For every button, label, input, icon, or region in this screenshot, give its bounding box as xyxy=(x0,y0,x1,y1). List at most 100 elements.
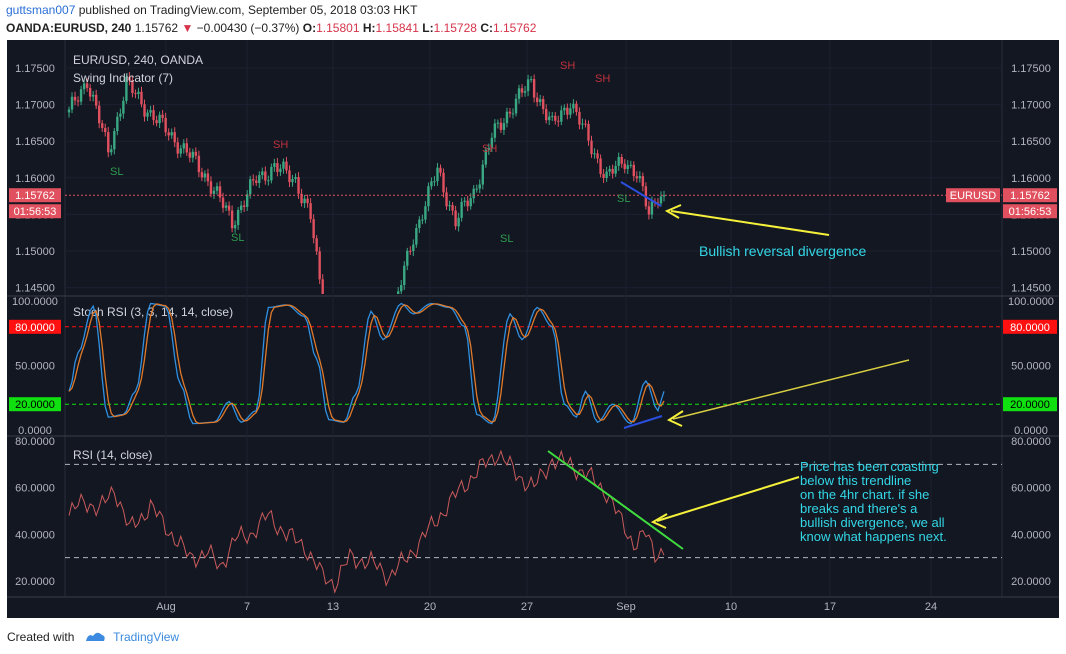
candle-body xyxy=(85,83,89,88)
candle-body xyxy=(629,164,632,166)
rsi-trendline xyxy=(547,450,684,550)
time-label: 27 xyxy=(521,601,533,613)
rsi-note-line: bullish divergence, we all xyxy=(800,515,945,530)
candle-body xyxy=(430,181,433,187)
candle-body xyxy=(448,205,451,207)
candle-body xyxy=(647,206,651,215)
tradingview-link[interactable]: TradingView xyxy=(113,630,180,644)
price-badge-right-text: 1.15762 xyxy=(1010,190,1050,202)
rsi-axis-label-left: 60.0000 xyxy=(15,483,55,495)
rsi-note-line: on the 4hr chart. if she xyxy=(800,487,929,502)
candle-body xyxy=(218,186,222,198)
price-arrow-head xyxy=(664,204,682,219)
candle-body xyxy=(143,104,146,117)
candle-body xyxy=(614,165,617,174)
stoch-arrow-head xyxy=(666,410,684,427)
candle-body xyxy=(273,163,276,167)
price-axis-label-left: 1.16500 xyxy=(15,136,55,148)
candle-body xyxy=(122,100,125,114)
down-arrow-icon: ▼ xyxy=(181,21,194,35)
candle-body xyxy=(209,181,213,194)
candle-body xyxy=(554,115,557,121)
candle-body xyxy=(626,165,629,170)
open-label: O: xyxy=(302,21,317,35)
swing-high-label: SH xyxy=(595,73,610,85)
chart-area[interactable]: Aug 7 13 20 27 Sep 10 17 24 1.17500 1.17500 1.17000… xyxy=(7,40,1059,618)
candle-body xyxy=(230,210,234,229)
candle-body xyxy=(403,265,406,286)
created-with-text: Created with xyxy=(7,630,75,644)
candle-body xyxy=(596,153,599,159)
candle-body xyxy=(418,219,421,228)
stoch-axis-label-right: 100.0000 xyxy=(1008,296,1054,308)
candle-body xyxy=(617,156,620,166)
last-price: 1.15762 xyxy=(134,21,179,35)
rsi-note-line: below this trendline xyxy=(800,473,911,488)
candle-body xyxy=(128,76,131,81)
candle-body xyxy=(161,114,164,118)
candle-body xyxy=(412,244,415,252)
rsi-note-line: Price has been coasting xyxy=(800,459,939,474)
price-axis-label-right: 1.16500 xyxy=(1011,136,1051,148)
candle-body xyxy=(584,123,587,125)
timer-badge-right-text: 01:56:53 xyxy=(1009,206,1052,218)
candle-body xyxy=(173,132,176,143)
price-axis-label-right: 1.17500 xyxy=(1011,63,1051,75)
price-badge-right xyxy=(1003,188,1057,203)
candle-body xyxy=(264,171,267,181)
candle-body xyxy=(261,171,264,176)
candle-body xyxy=(572,103,575,109)
swing-low-label: SL xyxy=(617,193,630,205)
stoch-axis-label-right: 0.0000 xyxy=(1014,425,1048,437)
candle-body xyxy=(88,87,92,97)
candle-body xyxy=(478,184,481,189)
candle-body xyxy=(101,123,104,128)
candle-body xyxy=(224,205,228,208)
candle-body xyxy=(134,93,137,95)
time-label: 7 xyxy=(244,601,250,613)
ohlc-header: OANDA:EURUSD, 240 1.15762 ▼ −0.00430 (−0… xyxy=(6,21,536,35)
candle-body xyxy=(276,163,279,172)
candle-body xyxy=(146,112,149,117)
candle-body xyxy=(94,94,98,106)
candle-body xyxy=(131,80,134,94)
candle-body xyxy=(490,137,494,148)
price-axis-label-right: 1.16000 xyxy=(1011,173,1051,185)
author-link[interactable]: guttsman007 xyxy=(6,3,76,17)
candle-body xyxy=(312,219,315,239)
candle-body xyxy=(569,108,572,115)
candle-body xyxy=(303,198,306,204)
candle-body xyxy=(460,201,463,218)
price-divergence-line xyxy=(620,181,662,207)
price-change: −0.00430 (−0.37%) xyxy=(196,21,300,35)
candle-body xyxy=(505,111,509,124)
candle-body xyxy=(650,201,654,215)
candle-body xyxy=(113,131,116,150)
candle-body xyxy=(191,151,195,158)
candle-body xyxy=(119,113,122,117)
candle-body xyxy=(457,217,460,227)
chart-svg[interactable]: Aug 7 13 20 27 Sep 10 17 24 1.17500 1.17500 1.17000… xyxy=(7,40,1059,618)
time-label: 17 xyxy=(824,601,836,613)
candle-body xyxy=(560,110,563,122)
stoch-axis-label-left: 50.0000 xyxy=(15,361,55,373)
candle-body xyxy=(249,179,252,195)
candle-body xyxy=(176,142,179,154)
price-axis-label-left: 1.14500 xyxy=(15,283,55,295)
swing-low-label: SL xyxy=(500,233,513,245)
candle-body xyxy=(285,161,288,171)
candle-body xyxy=(581,123,584,125)
candle-body xyxy=(149,110,152,113)
candle-body xyxy=(200,172,204,178)
candle-body xyxy=(79,89,83,102)
stoch-divergence-line xyxy=(623,415,663,429)
candle-body xyxy=(445,192,448,207)
candle-body xyxy=(306,198,309,204)
candle-body xyxy=(466,200,469,207)
candle-body xyxy=(300,193,303,204)
swing-high-label: SH xyxy=(560,60,575,72)
candle-body xyxy=(662,195,666,197)
candle-body xyxy=(294,177,297,180)
rsi-axis-label-right: 20.0000 xyxy=(1011,576,1051,588)
candle-body xyxy=(288,170,291,183)
